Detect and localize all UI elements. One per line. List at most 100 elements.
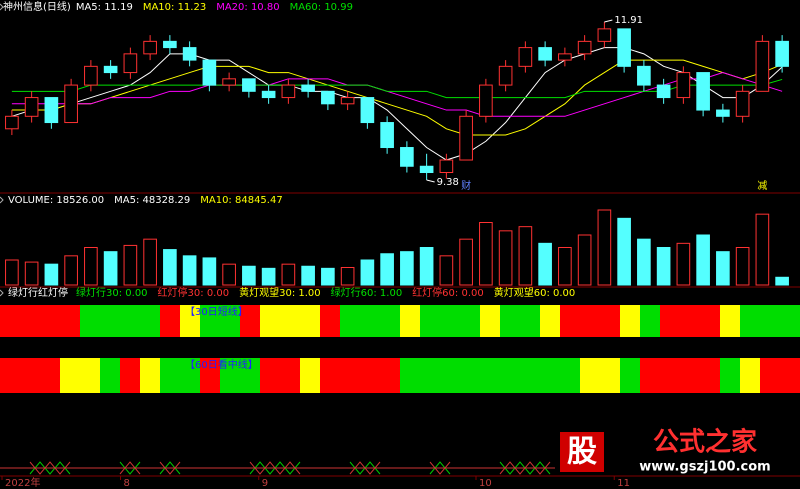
candle-body (301, 84, 315, 92)
signal-segment (620, 305, 641, 337)
volume-bar (202, 257, 217, 286)
signal-segment (400, 358, 421, 393)
event-marker: 财 (461, 179, 471, 192)
signal-segment (340, 358, 361, 393)
volume-bar (44, 263, 59, 286)
candle-body (676, 72, 691, 99)
candle-body (163, 40, 177, 49)
volume-bar (143, 238, 157, 286)
signal-segment (500, 358, 521, 393)
signal-segment (100, 305, 121, 337)
signal-segment (320, 305, 341, 337)
volume-bar (301, 265, 315, 286)
signal-segment (660, 305, 681, 337)
chart-title: 神州信息(日线) (3, 0, 71, 13)
volume-bar (558, 247, 572, 286)
collapse-icon (0, 196, 4, 204)
signal-segment (560, 305, 581, 337)
volume-bar (340, 267, 355, 286)
signal-segment (540, 305, 561, 337)
logo: 股 (567, 435, 597, 470)
signal-segment (520, 358, 541, 393)
legend-entry: 黄灯观望30: 1.00 (239, 286, 321, 299)
signal-segment (780, 305, 800, 337)
x-tick-label: 10 (479, 478, 492, 489)
signal-segment (420, 305, 441, 337)
ma-line (11, 78, 783, 99)
signal-segment (100, 358, 121, 393)
legend-entry: MA5: 48328.29 (114, 195, 190, 206)
candle-body (716, 109, 730, 117)
site-url: www.gszj100.com (639, 460, 770, 475)
signal-segment (140, 305, 161, 337)
legend-entry: MA5: 11.19 (76, 2, 133, 13)
signal-segment (680, 358, 701, 393)
signal-segment (120, 305, 141, 337)
volume-bar (755, 213, 770, 286)
candle-body (182, 47, 197, 61)
signal-segment (360, 305, 381, 337)
candle-body (656, 84, 671, 99)
signal-segment (600, 358, 621, 393)
signal-segment (440, 305, 461, 337)
signal-segment (240, 358, 261, 393)
volume-bar (597, 209, 612, 286)
volume-bar (163, 249, 177, 286)
candle-body (44, 97, 59, 124)
signal-segment (300, 305, 321, 337)
signal-segment (340, 305, 361, 337)
signal-segment (720, 305, 741, 337)
signal-segment (520, 305, 541, 337)
collapse-icon (0, 3, 4, 11)
volume-bar (617, 217, 631, 286)
signal-segment (500, 305, 521, 337)
volume-bar (577, 234, 592, 286)
legend-entry: MA10: 84845.47 (200, 195, 282, 206)
volume-bar (439, 255, 454, 286)
signal-segment (680, 305, 701, 337)
volume-bar (242, 265, 256, 286)
volume-bar (775, 276, 789, 286)
legend-entry: 红灯停30: 0.00 (158, 286, 230, 299)
legend-entry: MA20: 10.80 (216, 2, 279, 13)
candle-body (202, 59, 217, 86)
candle-body (123, 53, 138, 74)
volume-bar (182, 255, 197, 286)
signal-segment (200, 305, 221, 337)
signal-segment (760, 358, 781, 393)
ma-line (11, 72, 783, 117)
candle-body (24, 97, 39, 117)
candle-body (479, 84, 493, 117)
volume-bar (5, 259, 19, 286)
signal-segment (640, 358, 661, 393)
candle-body (64, 84, 78, 124)
candle-body (321, 90, 335, 105)
volume-bar (123, 244, 138, 286)
volume-bar (696, 234, 710, 286)
signal-segment (480, 305, 501, 337)
signal-segment (220, 305, 241, 337)
volume-bar (84, 247, 98, 286)
signal-segment (60, 305, 81, 337)
candle-body (617, 28, 631, 67)
x-tick-label: 9 (262, 478, 268, 489)
signal-segment (320, 358, 341, 393)
candle-body (5, 115, 19, 130)
signal-segment (220, 358, 241, 393)
legend-entry: 红灯停60: 0.00 (412, 286, 484, 299)
signal-segment (700, 305, 721, 337)
signal-segment (600, 305, 621, 337)
signal-segment (0, 305, 21, 337)
candle-body (577, 40, 592, 55)
volume-bar (261, 267, 276, 286)
candle-body (459, 115, 473, 161)
signal-segment (720, 358, 741, 393)
high-label: 11.91 (614, 15, 643, 26)
volume-bar (64, 255, 78, 286)
volume-bar (459, 238, 473, 286)
site-name: 公式之家 (653, 427, 757, 458)
volume-bar (479, 222, 493, 286)
volume-bar (676, 242, 691, 286)
signal-segment (0, 358, 21, 393)
